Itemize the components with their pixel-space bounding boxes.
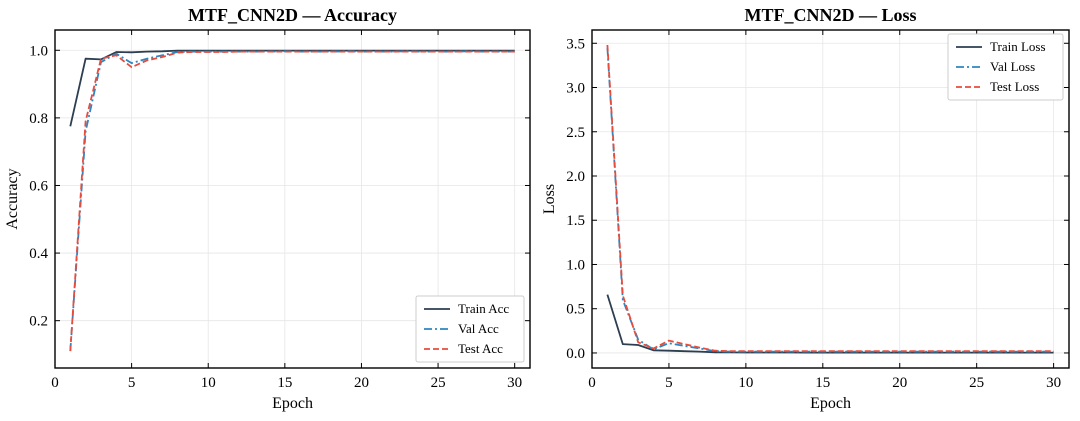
plot-frame — [591, 29, 1070, 369]
series-line-train-acc — [69, 49, 515, 127]
legend-label: Val Loss — [990, 59, 1035, 74]
series-line-train-loss — [606, 294, 1054, 354]
series-line-test-loss — [606, 44, 1054, 353]
x-tick-label: 15 — [815, 375, 830, 391]
series-line-val-acc — [69, 50, 515, 352]
y-tick-label: 0.0 — [566, 346, 585, 362]
legend-label: Test Acc — [458, 341, 503, 356]
x-tick-label: 10 — [201, 375, 216, 391]
series-line-test-acc — [69, 50, 515, 352]
legend: Train Loss Val Loss Test Loss — [947, 33, 1064, 101]
legend: Train Acc Val Acc Test Acc — [415, 295, 525, 363]
y-tick-label: 1.0 — [566, 257, 585, 273]
y-tick-label: 0.5 — [566, 302, 585, 318]
x-tick-label: 20 — [892, 375, 907, 391]
y-tick-label: 0.4 — [29, 246, 48, 262]
legend-box — [415, 295, 525, 363]
legend-box — [947, 33, 1064, 101]
y-tick-label: 0.6 — [29, 178, 48, 194]
x-tick-label: 0 — [51, 375, 59, 391]
x-axis-label: Epoch — [810, 395, 851, 412]
y-tick-label: 1.0 — [29, 43, 48, 59]
y-tick-label: 3.5 — [566, 36, 585, 52]
y-tick-label: 2.0 — [566, 169, 585, 185]
x-tick-label: 10 — [738, 375, 753, 391]
y-tick-label: 3.0 — [566, 81, 585, 97]
loss-chart: 0 5 10 15 20 25 30 0.0 0.5 1.0 1.5 2.0 2.5 3.0 3.5 MTF_… — [541, 5, 1070, 412]
legend-label: Val Acc — [458, 321, 499, 336]
y-tick-label: 2.5 — [566, 125, 585, 141]
x-tick-label: 5 — [665, 375, 673, 391]
chart-title: MTF_CNN2D — Loss — [744, 5, 916, 25]
x-axis-label: Epoch — [272, 395, 313, 412]
x-tick-label: 25 — [431, 375, 446, 391]
y-tick-label: 0.8 — [29, 111, 48, 127]
x-tick-label: 5 — [128, 375, 136, 391]
y-tick-label: 0.2 — [29, 314, 48, 330]
y-tick-label: 1.5 — [566, 213, 585, 229]
x-tick-label: 30 — [507, 375, 522, 391]
y-axis-label: Accuracy — [4, 168, 21, 229]
x-tick-label: 15 — [277, 375, 292, 391]
y-axis-label: Loss — [541, 184, 558, 214]
x-tick-label: 25 — [969, 375, 984, 391]
legend-label: Train Loss — [990, 39, 1046, 54]
plot-frame — [54, 29, 531, 369]
x-tick-label: 0 — [588, 375, 596, 391]
chart-title: MTF_CNN2D — Accuracy — [188, 5, 397, 25]
accuracy-chart: 0 5 10 15 20 25 30 0.2 0.4 0.6 0.8 1.0 MTF_CNN2D — A… — [4, 5, 531, 412]
legend-label: Test Loss — [990, 79, 1039, 94]
legend-label: Train Acc — [458, 301, 509, 316]
x-tick-label: 30 — [1046, 375, 1061, 391]
x-tick-label: 20 — [354, 375, 369, 391]
